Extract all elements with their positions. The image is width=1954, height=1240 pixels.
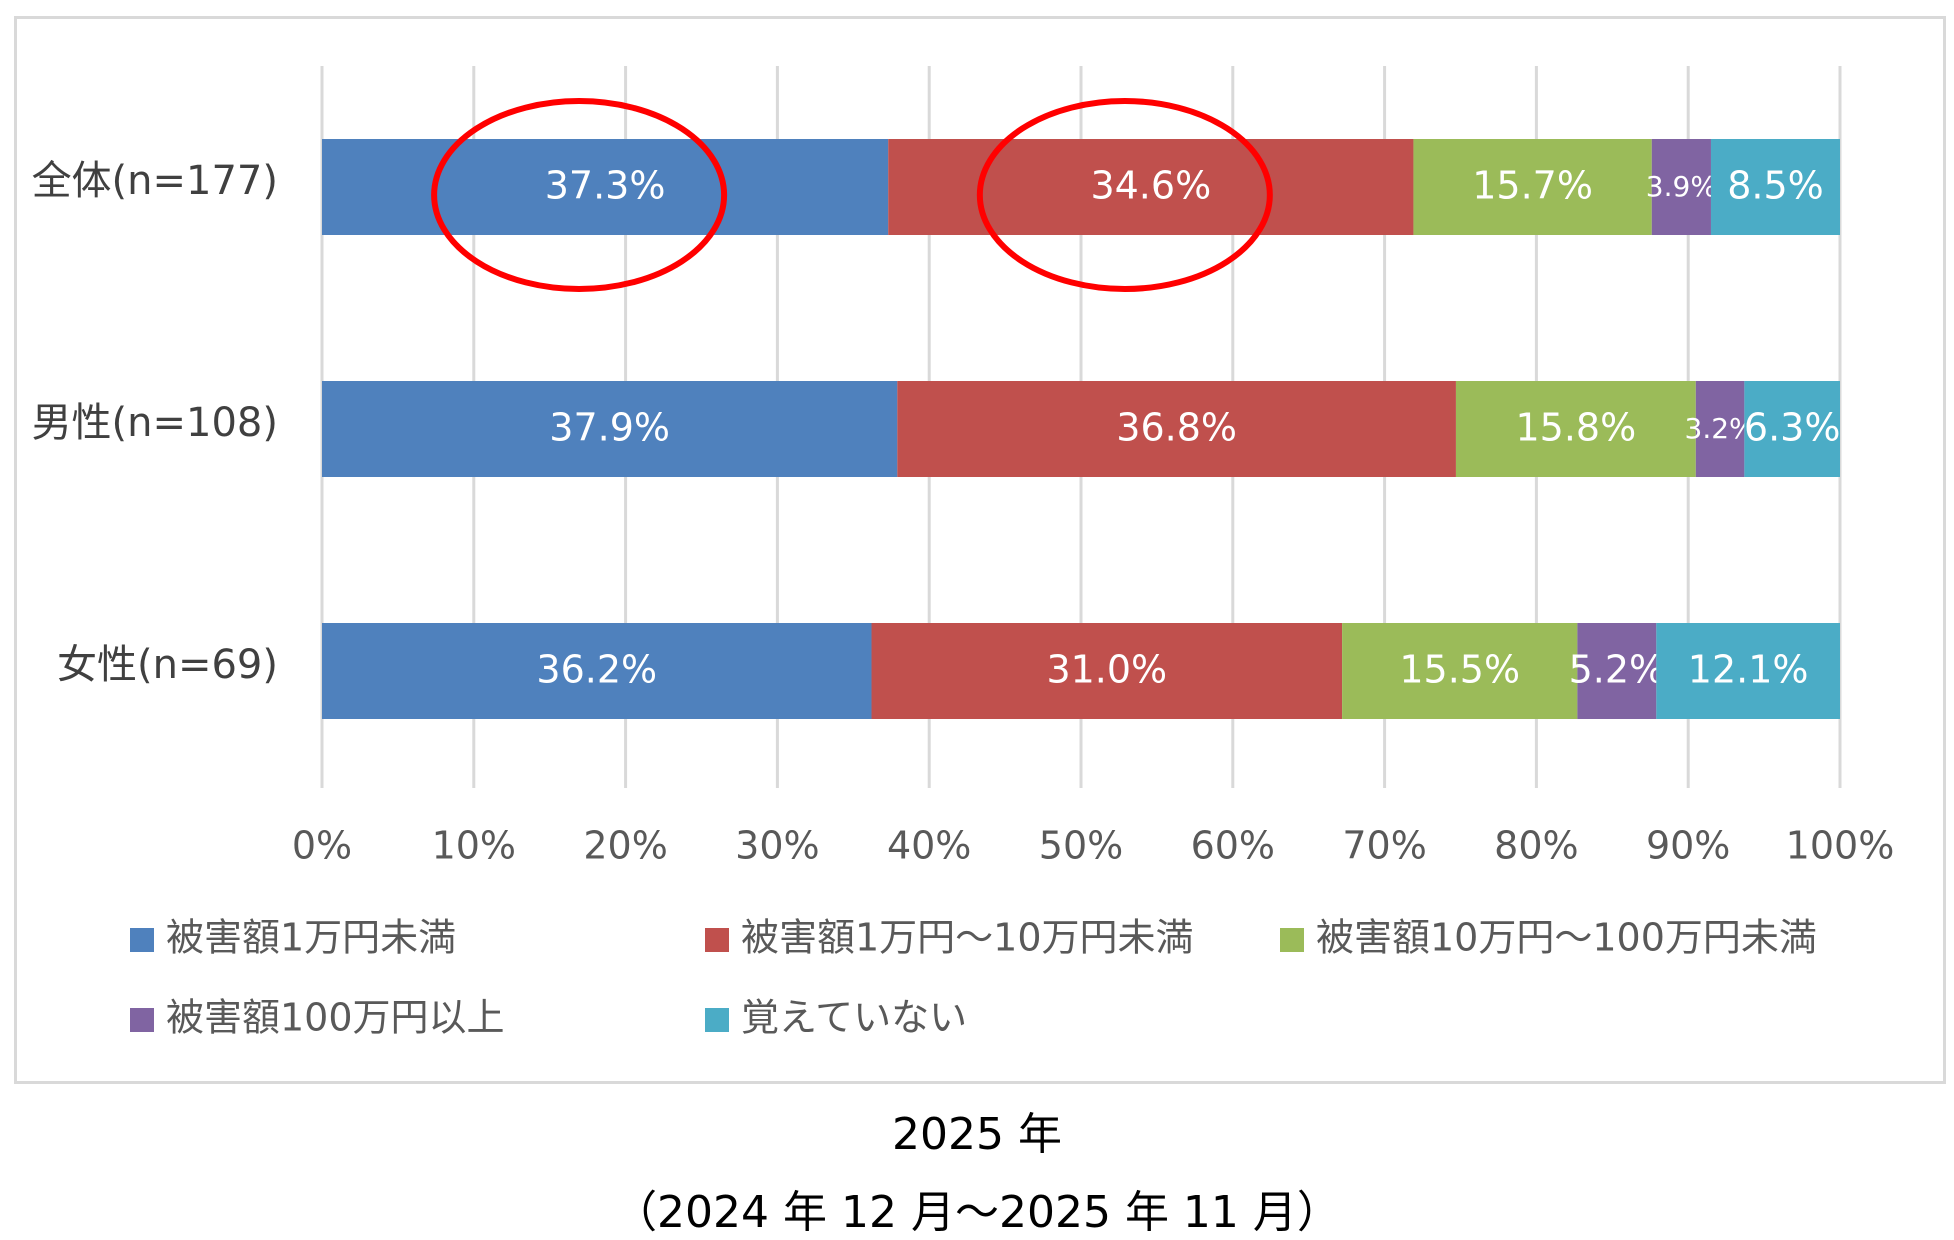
- x-tick-label: 50%: [1039, 824, 1123, 868]
- category-label: 女性(n=69): [57, 642, 278, 688]
- data-label: 15.5%: [1399, 648, 1520, 692]
- x-tick-label: 70%: [1342, 824, 1426, 868]
- data-label: 37.9%: [549, 406, 670, 450]
- bar-segment: [888, 139, 1414, 235]
- x-tick-label: 100%: [1786, 824, 1895, 868]
- data-label: 5.2%: [1569, 648, 1666, 692]
- data-label: 34.6%: [1090, 164, 1211, 208]
- x-tick-label: 10%: [432, 824, 516, 868]
- legend-swatch: [130, 928, 154, 952]
- bar-segment: [1342, 623, 1578, 719]
- category-label: 男性(n=108): [32, 400, 278, 446]
- data-label: 3.2%: [1685, 412, 1756, 445]
- legend-label: 被害額1万円未満: [166, 916, 456, 960]
- legend-label: 被害額100万円以上: [166, 996, 505, 1040]
- x-tick-label: 80%: [1494, 824, 1578, 868]
- legend-swatch: [705, 1008, 729, 1032]
- legend-label: 被害額1万円～10万円未満: [741, 916, 1194, 960]
- bar-segment: [1695, 381, 1745, 477]
- data-label: 8.5%: [1727, 164, 1824, 208]
- data-label: 12.1%: [1688, 648, 1809, 692]
- x-tick-label: 40%: [887, 824, 971, 868]
- caption-period: （2024 年 12 月～2025 年 11 月）: [613, 1187, 1341, 1238]
- data-label: 36.8%: [1116, 406, 1237, 450]
- bar-segment: [871, 623, 1343, 719]
- data-label: 36.2%: [536, 648, 657, 692]
- x-tick-label: 90%: [1646, 824, 1730, 868]
- data-label: 31.0%: [1046, 648, 1167, 692]
- bar-segment: [1656, 623, 1840, 719]
- x-tick-label: 60%: [1191, 824, 1275, 868]
- legend-swatch: [705, 928, 729, 952]
- data-label: 6.3%: [1744, 406, 1841, 450]
- data-label: 15.7%: [1472, 164, 1593, 208]
- bar-segment: [897, 381, 1456, 477]
- bar-segment: [1651, 139, 1711, 235]
- bar-segment: [322, 381, 898, 477]
- legend-swatch: [1280, 928, 1304, 952]
- legend-label: 覚えていない: [741, 996, 967, 1040]
- x-tick-label: 30%: [735, 824, 819, 868]
- bar-segment: [1413, 139, 1652, 235]
- chart-frame: [14, 16, 1946, 1084]
- data-label: 3.9%: [1646, 170, 1717, 203]
- category-label: 全体(n=177): [32, 158, 278, 204]
- bar-segment: [1744, 381, 1840, 477]
- data-label: 37.3%: [545, 164, 666, 208]
- bar-segment: [1710, 139, 1840, 235]
- bar-segment: [322, 139, 889, 235]
- legend-label: 被害額10万円～100万円未満: [1316, 916, 1817, 960]
- x-tick-label: 20%: [583, 824, 667, 868]
- bar-segment: [1455, 381, 1696, 477]
- highlight-ellipse: [431, 98, 728, 292]
- highlight-ellipse: [976, 98, 1273, 292]
- legend-swatch: [130, 1008, 154, 1032]
- bar-segment: [1577, 623, 1657, 719]
- bar-segment: [322, 623, 872, 719]
- caption-year: 2025 年: [892, 1109, 1062, 1160]
- data-label: 15.8%: [1516, 406, 1637, 450]
- stacked-bar-chart: 0% 10% 20% 30% 40% 50% 60% 70% 80% 90% 100% 全体(n=17…: [32, 66, 1895, 1040]
- x-tick-label: 0%: [292, 824, 352, 868]
